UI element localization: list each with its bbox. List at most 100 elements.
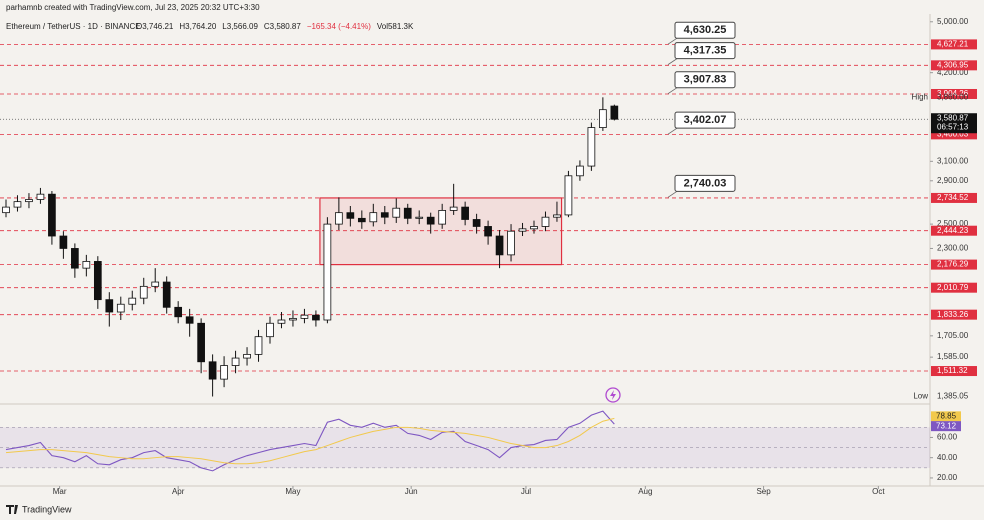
annotation-box [674, 71, 736, 89]
ohlc-text: C3,580.87 [264, 22, 301, 31]
footer: TradingView [22, 504, 72, 514]
candle-body [139, 285, 148, 299]
x-tick-label: Mar [53, 487, 67, 496]
annotation-label: 3,907.83 [684, 74, 727, 86]
candle-body [48, 193, 56, 237]
candle-body [93, 261, 102, 301]
candle-body [357, 217, 366, 223]
level-tag-label: 3,904.26 [937, 89, 969, 98]
candle-body [576, 165, 584, 177]
x-tick-label: May [285, 487, 300, 496]
level-tag [931, 282, 977, 293]
ohlc-text: L3,566.09 [222, 22, 258, 31]
level-tag [931, 192, 977, 203]
candle-body [36, 193, 45, 200]
candle-body [438, 210, 447, 225]
candle-body [530, 226, 538, 230]
level-tag [931, 259, 977, 270]
candle-body [231, 357, 240, 366]
rsi-tag [931, 421, 961, 432]
symbol: Ethereum / TetherUS · 1D · BINANCE [6, 22, 141, 31]
low_mark-text: Low [913, 392, 928, 401]
rsi-tag [931, 411, 961, 422]
y-tick-label: 40.00 [937, 453, 958, 462]
level-tag-label: 3,400.03 [937, 129, 969, 138]
candle-body [185, 316, 194, 324]
level-tag-label: 2,176.29 [937, 260, 969, 269]
x-tick-label: Apr [172, 487, 185, 496]
candle-body [472, 219, 481, 227]
high_mark-text: High [912, 92, 928, 101]
annotation-label: 3,402.07 [684, 114, 727, 126]
candle-body [323, 223, 332, 321]
x-tick-label: Aug [638, 487, 652, 496]
x-tick-label: Jun [405, 487, 418, 496]
x-tick-label: Jul [521, 487, 531, 496]
y-tick-label: 1,585.00 [937, 352, 969, 361]
candle-body [82, 261, 91, 269]
candle-body [220, 365, 228, 380]
y-tick-label: 60.00 [937, 433, 958, 442]
candle-body [174, 306, 183, 318]
level-tag-label: 2,010.79 [937, 283, 969, 292]
candle-body [208, 361, 217, 380]
annotation-label: 2,740.03 [684, 177, 727, 189]
candle-body [300, 314, 309, 319]
level-tag [931, 366, 977, 377]
credit: parhamnb created with TradingView.com, J… [6, 3, 260, 12]
candle-body [541, 216, 550, 227]
level-tag [931, 88, 977, 99]
candle-body [116, 303, 125, 313]
rsi-line [5, 410, 615, 472]
candle-body [599, 109, 607, 128]
candle-body [587, 127, 596, 167]
candle-body [553, 214, 561, 218]
candle-body [243, 353, 251, 359]
candle-body [461, 206, 469, 220]
candle-body [312, 314, 320, 321]
candle-body [289, 317, 297, 321]
annotation-box [674, 174, 736, 192]
y-tick-label: 4,200.00 [937, 68, 969, 77]
y-tick-label: 20.00 [937, 473, 958, 482]
low_mark-label: 1,385.05 [937, 392, 969, 401]
annotation-box [674, 111, 736, 129]
candle-body [59, 235, 68, 249]
level-tag-label: 1,511.32 [937, 366, 968, 375]
rsi-line [5, 417, 615, 465]
candle-body [564, 175, 573, 216]
alert-bolt [610, 390, 616, 400]
candle-body [162, 281, 171, 308]
candle-body [449, 206, 458, 211]
rsi-tag-label: 73.12 [936, 421, 957, 430]
candle-body [128, 297, 137, 305]
ohlc-text: −165.34 (−4.41%) [307, 22, 371, 31]
candle-body [151, 281, 160, 287]
level-tag-label: 4,306.95 [937, 60, 969, 69]
y-tick-label: 1,705.00 [937, 331, 969, 340]
candle-body [71, 248, 79, 269]
last-price-tag [931, 113, 977, 134]
level-tag [931, 225, 977, 236]
candle-body [415, 216, 424, 219]
candle-body [13, 201, 22, 208]
candle-body [2, 206, 10, 214]
x-tick-label: Oct [872, 487, 885, 496]
x-tick-label: Sep [756, 487, 771, 496]
level-tag [931, 309, 977, 320]
candle-body [426, 216, 435, 225]
rsi-tag-label: 78.85 [936, 411, 957, 420]
level-tag [931, 39, 977, 50]
candle-body [197, 322, 205, 363]
candle-body [277, 319, 286, 324]
level-tag-label: 4,627.21 [937, 40, 969, 49]
candle-body [403, 207, 412, 219]
high_mark-label: 3,860.00 [937, 92, 969, 101]
ohlc-text: O3,746.21 [136, 22, 174, 31]
level-tag-label: 2,734.52 [937, 193, 969, 202]
candle-body [518, 228, 527, 232]
ohlc-text: Vol581.3K [377, 22, 414, 31]
alert-icon[interactable] [605, 387, 621, 403]
